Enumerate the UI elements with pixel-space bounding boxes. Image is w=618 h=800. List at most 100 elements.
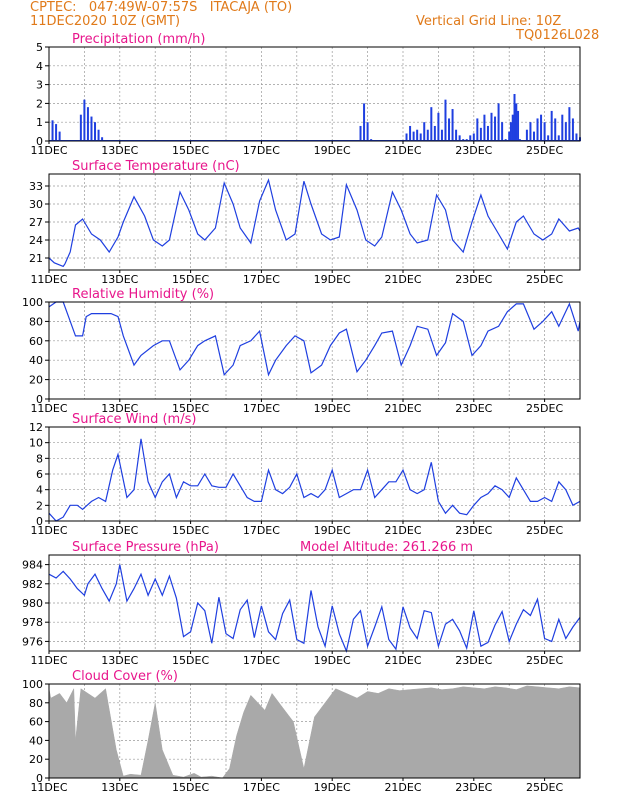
precip-bar [94, 122, 97, 141]
precip-bar [451, 109, 454, 141]
x-tick-label: 13DEC [101, 144, 138, 157]
x-tick-label: 23DEC [455, 654, 492, 667]
header-grid-note: Vertical Grid Line: 10Z [416, 14, 562, 29]
cloud-area [48, 685, 581, 779]
x-tick-label: 13DEC [101, 524, 138, 537]
x-tick-label: 25DEC [526, 524, 563, 537]
x-tick-label: 19DEC [314, 781, 351, 794]
x-tick-label: 21DEC [384, 402, 421, 415]
precip-bar [571, 118, 574, 141]
x-tick-label: 17DEC [243, 144, 280, 157]
y-tick-label: 984 [22, 559, 43, 572]
precip-bar [412, 131, 415, 141]
precip-bar [497, 103, 500, 141]
precip-bar [83, 99, 86, 141]
precip-bar [405, 133, 408, 141]
precip-bar [513, 94, 516, 141]
y-tick-label: 60 [29, 716, 43, 729]
precip-bar [458, 135, 461, 141]
series-line-pres [48, 564, 581, 654]
x-tick-label: 17DEC [243, 654, 280, 667]
y-tick-label: 0 [36, 393, 43, 406]
precip-bar [525, 129, 528, 141]
y-tick-label: 1 [36, 116, 43, 129]
precip-bar [490, 112, 493, 141]
y-tick-label: 33 [29, 180, 43, 193]
precip-bar [501, 122, 504, 141]
panel-title-wind: Surface Wind (m/s) [72, 412, 196, 427]
y-tick-label: 4 [36, 484, 43, 497]
panel-frame [48, 301, 581, 400]
precip-bar [86, 107, 89, 141]
panel-frame [48, 554, 581, 652]
precip-bar [568, 107, 571, 141]
x-tick-label: 17DEC [243, 524, 280, 537]
panel-frame [48, 426, 581, 522]
precip-bar [448, 118, 451, 141]
panel-title-temp: Surface Temperature (nC) [72, 159, 240, 174]
panel-temp: Surface Temperature (nC) 21 24 27 30 33 11DEC 1… [29, 159, 581, 286]
y-tick-label: 4 [36, 60, 43, 73]
panel-wind: Surface Wind (m/s) 0 2 4 6 8 10 12 11DEC 13DEC 15D… [29, 412, 581, 537]
x-tick-label: 25DEC [526, 402, 563, 415]
precip-bar [426, 129, 429, 141]
y-tick-label: 0 [36, 772, 43, 785]
precip-bar [494, 116, 497, 141]
y-tick-label: 27 [29, 216, 43, 229]
series-line-rh [48, 301, 581, 377]
x-tick-label: 13DEC [101, 402, 138, 415]
x-tick-label: 21DEC [384, 524, 421, 537]
precip-bar [529, 122, 532, 141]
x-tick-label: 13DEC [101, 654, 138, 667]
precip-bar [476, 118, 479, 141]
x-tick-label: 11DEC [30, 654, 67, 667]
precip-bar [486, 125, 489, 141]
y-tick-label: 30 [29, 198, 43, 211]
series-line-wind [48, 438, 581, 522]
precip-bar [547, 135, 550, 141]
y-tick-label: 40 [29, 354, 43, 367]
panel-title-precip: Precipitation (mm/h) [72, 32, 205, 47]
panel-precip: Precipitation (mm/h) 0 1 2 3 4 5 11DEC 13DEC 15DE… [30, 32, 581, 157]
precip-bar [55, 124, 58, 141]
y-tick-label: 20 [29, 374, 43, 387]
y-tick-label: 80 [29, 315, 43, 328]
panel-rh: Relative Humidity (%) 0 20 40 60 80 100 11DEC 13… [22, 287, 581, 415]
y-tick-label: 2 [36, 499, 43, 512]
x-tick-label: 15DEC [172, 654, 209, 667]
y-tick-label: 21 [29, 252, 43, 265]
precip-bar [483, 114, 486, 141]
y-tick-label: 0 [36, 515, 43, 528]
x-tick-label: 25DEC [526, 654, 563, 667]
x-tick-label: 21DEC [384, 654, 421, 667]
panel-frame [48, 173, 581, 271]
panel-title-rh: Relative Humidity (%) [72, 287, 214, 302]
x-tick-label: 23DEC [455, 781, 492, 794]
x-tick-label: 21DEC [384, 781, 421, 794]
precip-bar [479, 127, 482, 141]
precip-bar [536, 118, 539, 141]
x-tick-label: 11DEC [30, 402, 67, 415]
panel-cloud: Cloud Cover (%) 0 20 40 60 80 100 11DEC 13DEC 15D… [22, 669, 581, 794]
precip-bar [532, 131, 535, 141]
x-tick-label: 15DEC [172, 524, 209, 537]
precip-bar [440, 129, 443, 141]
x-tick-label: 19DEC [314, 273, 351, 286]
x-tick-label: 25DEC [526, 781, 563, 794]
precip-bar [469, 135, 472, 141]
panel-frame [48, 46, 581, 142]
x-tick-label: 17DEC [243, 781, 280, 794]
precip-bar [430, 107, 433, 141]
precip-bar [433, 125, 436, 141]
y-tick-label: 6 [36, 468, 43, 481]
x-tick-label: 19DEC [314, 144, 351, 157]
precip-bar [557, 135, 560, 141]
x-tick-label: 17DEC [243, 273, 280, 286]
y-tick-label: 60 [29, 335, 43, 348]
precip-bar [511, 114, 514, 141]
x-tick-label: 17DEC [243, 402, 280, 415]
precip-bar [97, 129, 100, 141]
precip-bar [437, 112, 440, 141]
x-tick-label: 13DEC [101, 781, 138, 794]
